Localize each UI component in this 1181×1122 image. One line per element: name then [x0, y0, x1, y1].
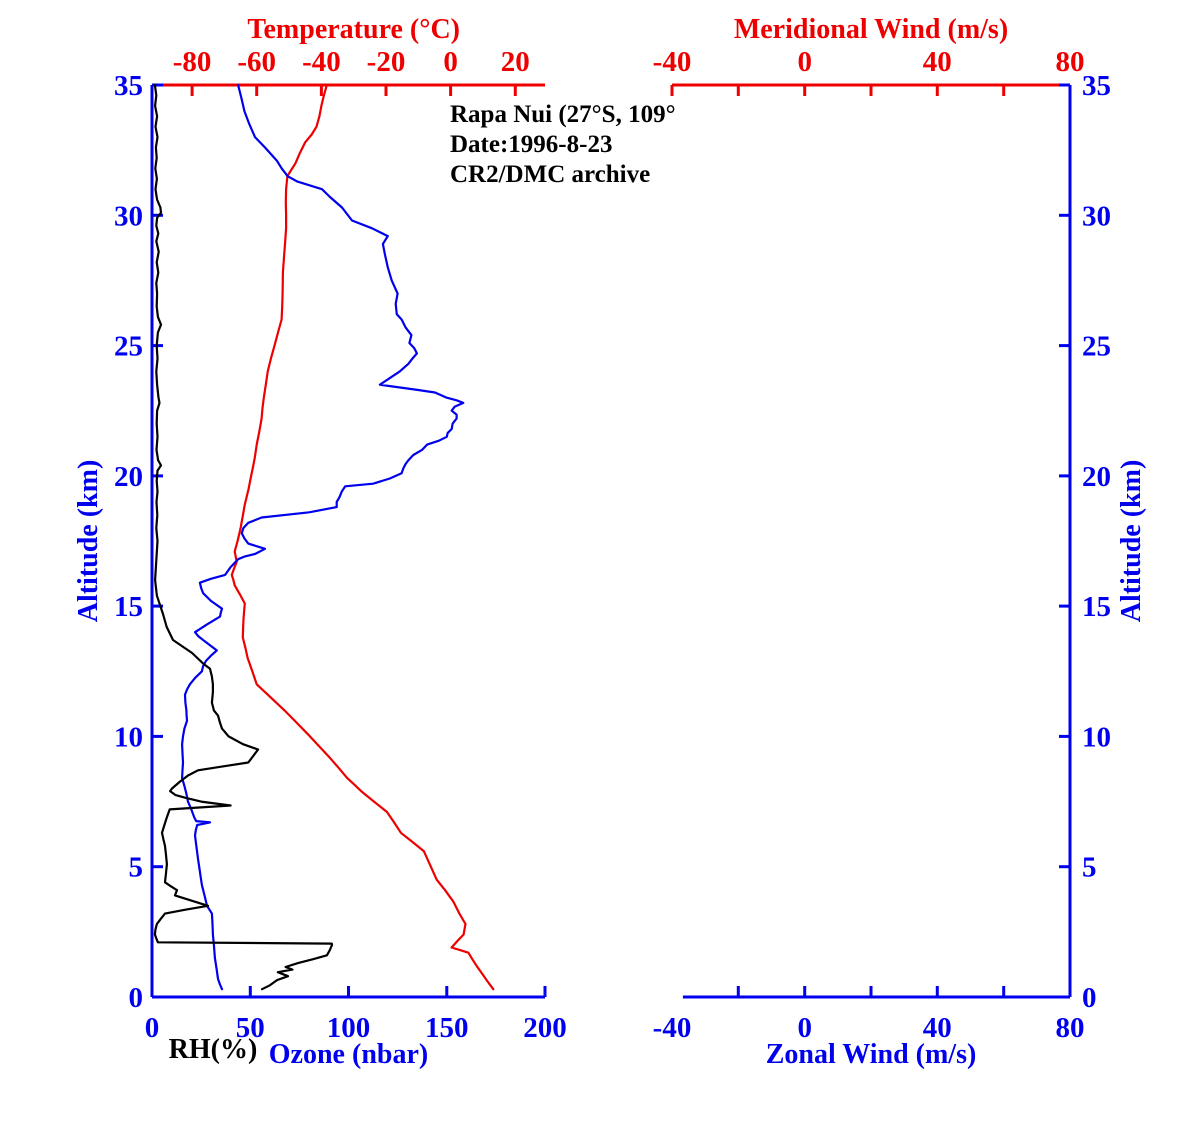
altitude-axis-title-right: Altitude (km) — [1116, 460, 1147, 623]
tick-label: 15 — [1082, 591, 1111, 623]
tick-label: 150 — [425, 1012, 469, 1044]
tick-label: -40 — [653, 46, 692, 78]
station-annotation-line1: Rapa Nui (27°S, 109° — [450, 101, 676, 128]
tick-label: 20 — [114, 461, 143, 493]
temperature-curve — [230, 83, 495, 991]
tick-label: 0 — [145, 1012, 160, 1044]
tick-label: 0 — [1082, 982, 1097, 1014]
tick-label: 0 — [443, 46, 458, 78]
tick-label: 0 — [129, 982, 144, 1014]
tick-label: -80 — [173, 46, 212, 78]
ozone-curve — [181, 83, 465, 991]
station-annotation: Rapa Nui (27°S, 109° Date:1996-8-23 CR2/… — [450, 100, 676, 190]
relative-humidity-curve — [153, 83, 334, 991]
tick-label: 40 — [923, 1012, 952, 1044]
tick-label: 25 — [1082, 331, 1111, 363]
tick-label: -60 — [237, 46, 276, 78]
station-annotation-line2: Date:1996-8-23 — [450, 131, 613, 158]
ozone-axis-title: Ozone (nbar) — [269, 1039, 428, 1070]
station-annotation-line3: CR2/DMC archive — [450, 161, 651, 188]
tick-label: 25 — [114, 331, 143, 363]
tick-label: 35 — [114, 70, 143, 102]
tick-label: 0 — [797, 46, 812, 78]
tick-label: 20 — [1082, 461, 1111, 493]
temperature-axis-title: Temperature (°C) — [247, 14, 460, 45]
tick-label: 10 — [1082, 721, 1111, 753]
tick-label: 0 — [797, 1012, 812, 1044]
tick-label: -20 — [367, 46, 406, 78]
tick-label: 30 — [114, 200, 143, 232]
altitude-axis-title-left: Altitude (km) — [73, 460, 104, 623]
rh-axis-label: RH(%) — [169, 1034, 258, 1065]
wind-panel: -40 0 40 80 Meridional Wind (m/s) -40 0 40 80 Zon… — [653, 14, 1147, 1070]
tick-label: 20 — [501, 46, 530, 78]
tick-label: 50 — [236, 1012, 265, 1044]
tick-label: 35 — [1082, 70, 1111, 102]
tick-label: 10 — [114, 721, 143, 753]
tick-label: 15 — [114, 591, 143, 623]
tick-label: 5 — [1082, 852, 1097, 884]
tick-label: 100 — [327, 1012, 371, 1044]
tick-label: -40 — [302, 46, 341, 78]
meridional-wind-axis-title: Meridional Wind (m/s) — [734, 14, 1008, 45]
zonal-wind-axis-title: Zonal Wind (m/s) — [766, 1039, 977, 1070]
tick-label: 80 — [1056, 1012, 1085, 1044]
tick-label: 5 — [129, 852, 144, 884]
tick-label: 200 — [523, 1012, 567, 1044]
tick-label: 30 — [1082, 200, 1111, 232]
tick-label: 80 — [1056, 46, 1085, 78]
tick-label: 40 — [923, 46, 952, 78]
tick-label: -40 — [653, 1012, 692, 1044]
